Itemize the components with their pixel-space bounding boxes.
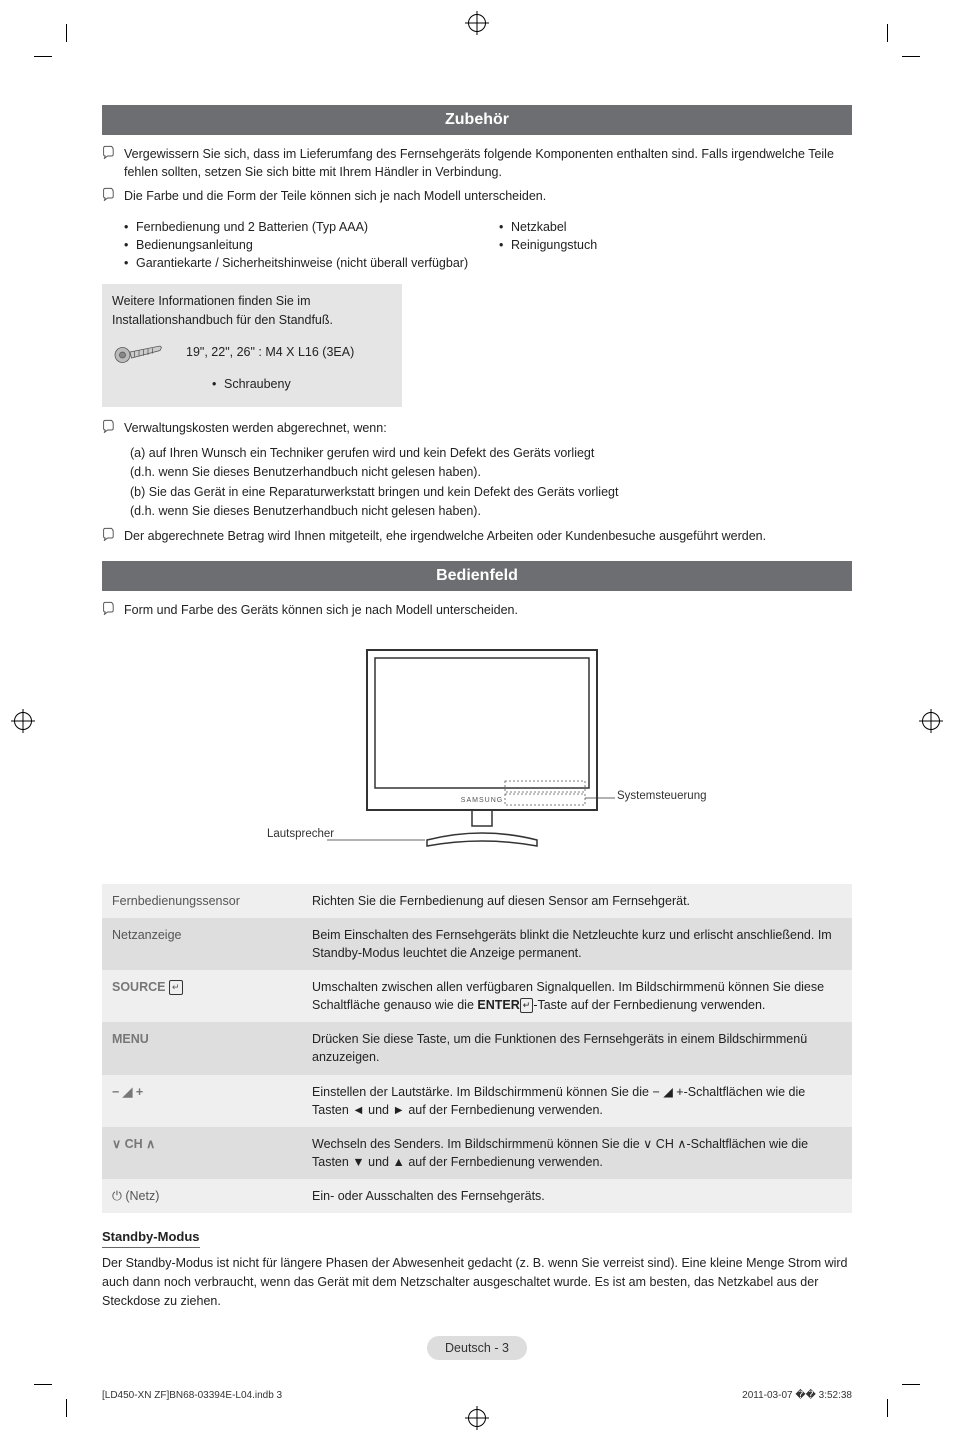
note: Der abgerechnete Betrag wird Ihnen mitge… (102, 527, 852, 546)
note-text: Verwaltungskosten werden abgerechnet, we… (124, 419, 387, 437)
channel-symbol: ∨ CH ∧ (112, 1137, 155, 1151)
screw-label: Schraubeny (212, 373, 392, 395)
table-row: ∨ CH ∧ Wechseln des Senders. Im Bildschi… (102, 1127, 852, 1179)
power-icon: ⏻ (112, 1189, 122, 1203)
accessory-item: Reinigungstuch (499, 236, 852, 254)
content-area: Zubehör Vergewissern Sie sich, dass im L… (70, 70, 884, 1401)
svg-text:SAMSUNG: SAMSUNG (461, 797, 503, 804)
control-key: ⏻ (Netz) (102, 1179, 302, 1213)
power-suffix: (Netz) (122, 1189, 160, 1203)
note-sub: (b) Sie das Gerät in eine Reparaturwerks… (130, 483, 852, 502)
page-number-pill: Deutsch - 3 (427, 1336, 527, 1360)
volume-symbol: − ◢ + (112, 1085, 143, 1099)
note-icon (102, 527, 120, 546)
accessory-list: Fernbedienung und 2 Batterien (Typ AAA) … (102, 214, 852, 276)
note: Form und Farbe des Geräts können sich je… (102, 601, 852, 620)
control-desc: Ein- oder Ausschalten des Fernsehgeräts. (302, 1179, 852, 1213)
note-sub: (a) auf Ihren Wunsch ein Techniker geruf… (130, 444, 852, 463)
control-desc: Drücken Sie diese Taste, um die Funktion… (302, 1022, 852, 1074)
note-icon (102, 145, 120, 164)
desc-bold: ENTER (477, 998, 519, 1012)
source-label: SOURCE (112, 980, 165, 994)
page: Zubehör Vergewissern Sie sich, dass im L… (0, 0, 954, 1441)
control-desc: Richten Sie die Fernbedienung auf diesen… (302, 884, 852, 918)
table-row: Fernbedienungssensor Richten Sie die Fer… (102, 884, 852, 918)
accessory-item: Bedienungsanleitung (124, 236, 477, 254)
control-desc: Einstellen der Lautstärke. Im Bildschirm… (302, 1075, 852, 1127)
table-row: − ◢ + Einstellen der Lautstärke. Im Bild… (102, 1075, 852, 1127)
enter-icon: ↵ (520, 998, 534, 1013)
note-icon (102, 601, 120, 620)
page-number-footer: Deutsch - 3 (102, 1336, 852, 1360)
screw-spec: 19", 22", 26" : M4 X L16 (3EA) (186, 343, 354, 361)
screw-icon (112, 337, 172, 367)
table-row: MENU Drücken Sie diese Taste, um die Fun… (102, 1022, 852, 1074)
note-sub: (d.h. wenn Sie dieses Benutzerhandbuch n… (130, 502, 852, 521)
enter-icon: ↵ (169, 980, 183, 995)
note-text: Vergewissern Sie sich, dass im Lieferumf… (124, 145, 852, 181)
control-key: Fernbedienungssensor (102, 884, 302, 918)
tv-figure: SAMSUNG Lautsprecher Systemsteuerung (267, 640, 687, 870)
note-sub: (d.h. wenn Sie dieses Benutzerhandbuch n… (130, 463, 852, 482)
control-key: MENU (102, 1022, 302, 1074)
note: Vergewissern Sie sich, dass im Lieferumf… (102, 145, 852, 181)
tv-label-syscontrol: Systemsteuerung (617, 790, 707, 802)
desc-text: -Taste auf der Fernbedienung verwenden. (533, 998, 765, 1012)
control-desc: Wechseln des Senders. Im Bildschirmmenü … (302, 1127, 852, 1179)
menu-label: MENU (112, 1032, 149, 1046)
accessory-item: Fernbedienung und 2 Batterien (Typ AAA) (124, 218, 477, 236)
print-footer: [LD450-XN ZF]BN68-03394E-L04.indb 3 2011… (102, 1390, 852, 1401)
control-key: Netzanzeige (102, 918, 302, 970)
control-key: ∨ CH ∧ (102, 1127, 302, 1179)
note-text: Die Farbe und die Form der Teile können … (124, 187, 546, 205)
section-header-bedienfeld: Bedienfeld (102, 561, 852, 591)
standby-body: Der Standby-Modus ist nicht für längere … (102, 1254, 852, 1310)
control-table: Fernbedienungssensor Richten Sie die Fer… (102, 884, 852, 1214)
standby-heading: Standby-Modus (102, 1229, 200, 1248)
doc-timestamp: 2011-03-07 �� 3:52:38 (742, 1390, 852, 1401)
table-row: ⏻ (Netz) Ein- oder Ausschalten des Ferns… (102, 1179, 852, 1213)
accessory-item: Garantiekarte / Sicherheitshinweise (nic… (124, 254, 477, 272)
control-desc: Umschalten zwischen allen verfügbaren Si… (302, 970, 852, 1022)
note-text: Der abgerechnete Betrag wird Ihnen mitge… (124, 527, 766, 545)
control-key: − ◢ + (102, 1075, 302, 1127)
table-row: SOURCE ↵ Umschalten zwischen allen verfü… (102, 970, 852, 1022)
control-desc: Beim Einschalten des Fernsehgeräts blink… (302, 918, 852, 970)
note: Verwaltungskosten werden abgerechnet, we… (102, 419, 852, 438)
note-icon (102, 419, 120, 438)
table-row: Netzanzeige Beim Einschalten des Fernseh… (102, 918, 852, 970)
stand-info-text: Weitere Informationen finden Sie im Inst… (112, 292, 392, 328)
accessory-item: Netzkabel (499, 218, 852, 236)
doc-path: [LD450-XN ZF]BN68-03394E-L04.indb 3 (102, 1390, 282, 1401)
note-text: Form und Farbe des Geräts können sich je… (124, 601, 518, 619)
section-header-zubehor: Zubehör (102, 105, 852, 135)
control-key: SOURCE ↵ (102, 970, 302, 1022)
stand-info-box: Weitere Informationen finden Sie im Inst… (102, 284, 402, 406)
note-icon (102, 187, 120, 206)
tv-label-speaker: Lautsprecher (267, 828, 334, 840)
note: Die Farbe und die Form der Teile können … (102, 187, 852, 206)
